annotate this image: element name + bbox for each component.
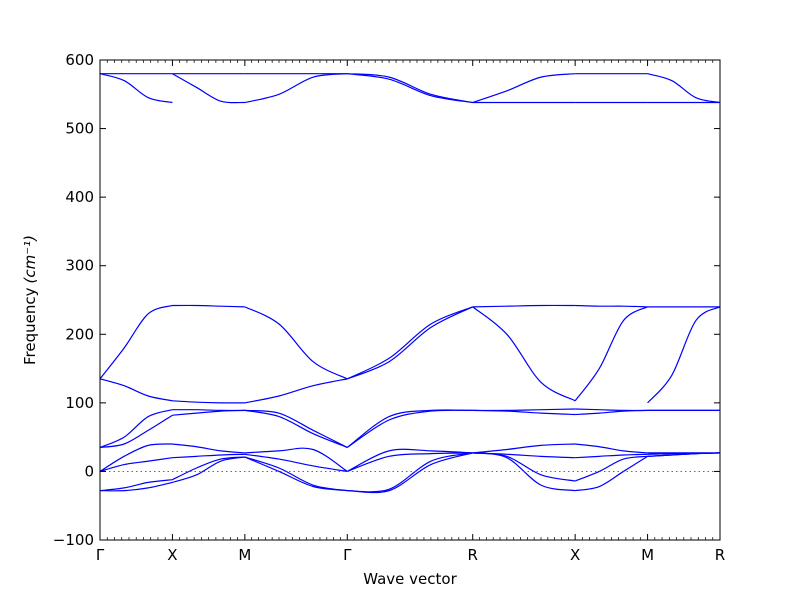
y-tick-label: 500 (65, 120, 94, 138)
band-line (575, 453, 648, 459)
band-line (346, 409, 473, 448)
band-line (575, 443, 648, 454)
x-tick-label: Γ (343, 546, 352, 564)
y-axis-title: Frequency (cm⁻¹) (21, 235, 39, 365)
band-line (347, 306, 473, 380)
y-tick-label: 400 (65, 188, 94, 206)
band-line (99, 378, 173, 402)
band-line (472, 443, 576, 454)
band-line (172, 453, 245, 459)
band-line (472, 306, 576, 402)
band-line (99, 73, 173, 104)
band-line (172, 456, 245, 481)
y-axis-title-text: Frequency (21, 287, 39, 365)
band-line (575, 455, 648, 492)
band-line (99, 443, 173, 472)
y-tick-label: 0 (84, 462, 94, 480)
band-line (172, 304, 245, 308)
band-line (347, 73, 473, 104)
band-line (244, 378, 348, 404)
x-tick-label: X (167, 546, 177, 564)
x-tick-label: R (715, 546, 725, 564)
band-line (346, 409, 473, 448)
band-line (575, 304, 648, 308)
y-tick-label: 600 (65, 51, 94, 69)
band-line (472, 73, 576, 104)
band-line (347, 452, 473, 472)
band-line (347, 306, 473, 380)
band-line (472, 452, 576, 459)
x-tick-label: M (641, 546, 654, 564)
band-line (244, 453, 348, 473)
band-line (347, 452, 473, 494)
band-line (574, 455, 648, 482)
y-tick-label: −100 (53, 531, 94, 549)
band-line (172, 400, 245, 404)
band-line (347, 452, 473, 493)
band-line (99, 304, 173, 380)
x-tick-label: X (570, 546, 580, 564)
x-tick-label: M (238, 546, 251, 564)
band-line (244, 447, 348, 472)
band-line (99, 481, 173, 492)
band-line (244, 456, 348, 492)
y-axis: −100 0 100 200 300 400 500 600 (53, 51, 720, 549)
x-tick-label: Γ (96, 546, 105, 564)
band-line (244, 306, 348, 380)
band-line (347, 73, 473, 104)
band-line (574, 306, 648, 402)
band-line (244, 73, 348, 104)
band-line (244, 409, 348, 448)
y-axis-unit: (cm⁻¹) (21, 235, 39, 284)
band-line (172, 456, 245, 483)
band-line (244, 409, 348, 448)
band-line (472, 304, 576, 308)
band-line (647, 306, 721, 404)
y-tick-label: 300 (65, 257, 94, 275)
plot-frame (99, 59, 721, 541)
x-tick-label: R (468, 546, 478, 564)
x-axis-title: Wave vector (363, 570, 457, 588)
band-line (472, 409, 576, 416)
band-line (99, 409, 173, 448)
band-line (575, 409, 648, 416)
band-line (172, 409, 245, 416)
band-line (647, 73, 721, 104)
y-tick-label: 100 (65, 394, 94, 412)
band-line (99, 414, 173, 449)
band-line (99, 457, 173, 473)
band-line (172, 73, 245, 104)
band-lines (99, 73, 721, 494)
y-tick-label: 200 (65, 325, 94, 343)
band-line (172, 443, 245, 454)
band-line (347, 448, 473, 472)
band-line (99, 479, 173, 492)
